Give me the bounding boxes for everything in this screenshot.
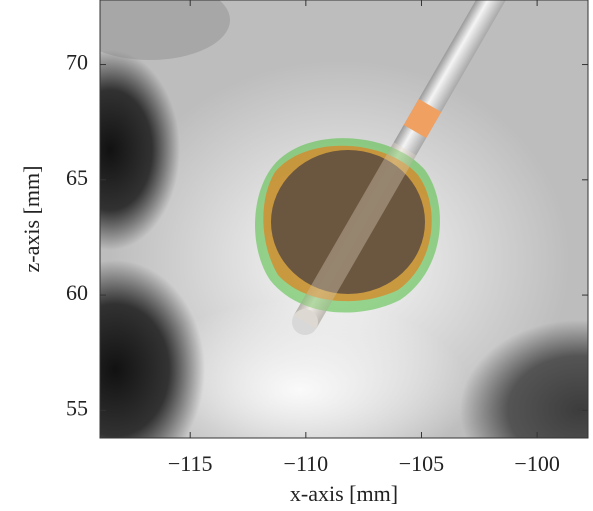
image — [25, 0, 593, 500]
figure: −115 −110 −105 −100 55 60 65 70 x-axis [mm] z-a… — [0, 0, 593, 511]
x-tick-label: −115 — [168, 451, 213, 476]
x-tick-label: −110 — [284, 451, 329, 476]
y-tick-label: 65 — [66, 165, 88, 190]
y-tick-label: 55 — [66, 395, 88, 420]
x-tick-label: −105 — [399, 451, 444, 476]
y-tick-label: 70 — [66, 50, 88, 75]
x-tick-label: −100 — [514, 451, 559, 476]
y-tick-label: 60 — [66, 280, 88, 305]
x-axis-label: x-axis [mm] — [290, 481, 398, 506]
y-axis-label: z-axis [mm] — [19, 166, 44, 273]
